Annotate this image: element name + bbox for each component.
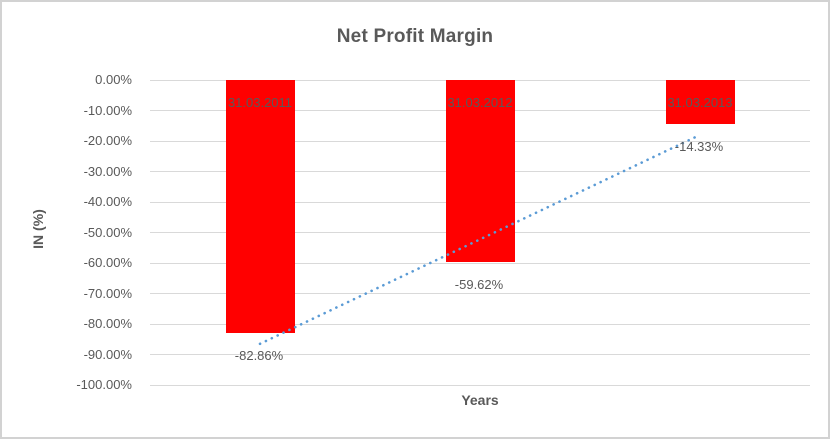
y-tick-label: -10.00% xyxy=(83,102,132,118)
gridline xyxy=(150,354,810,355)
y-tick-label: -90.00% xyxy=(83,346,132,362)
y-tick-label: -30.00% xyxy=(83,163,132,179)
data-label: -82.86% xyxy=(234,347,284,363)
category-label: 31.03.2013 xyxy=(667,95,733,110)
y-tick-label: -50.00% xyxy=(83,224,132,240)
y-tick-label: -100.00% xyxy=(76,377,132,392)
bar-31.03.2011 xyxy=(225,80,295,333)
y-tick-label: -40.00% xyxy=(83,194,132,209)
x-axis-title: Years xyxy=(461,392,499,408)
data-label: -59.62% xyxy=(454,276,504,292)
y-tick-label: -80.00% xyxy=(83,316,132,331)
gridline xyxy=(150,384,810,386)
category-label: 31.03.2012 xyxy=(447,95,513,110)
chart-title: Net Profit Margin xyxy=(336,26,494,47)
bar-31.03.2013 xyxy=(665,80,735,124)
y-tick-label: -20.00% xyxy=(83,133,132,148)
y-tick-label: 0.00% xyxy=(95,72,132,87)
y-tick-label: -60.00% xyxy=(83,255,132,270)
data-label: -14.33% xyxy=(674,138,724,154)
category-label: 31.03.2011 xyxy=(227,95,293,110)
y-tick-label: -70.00% xyxy=(83,285,132,301)
